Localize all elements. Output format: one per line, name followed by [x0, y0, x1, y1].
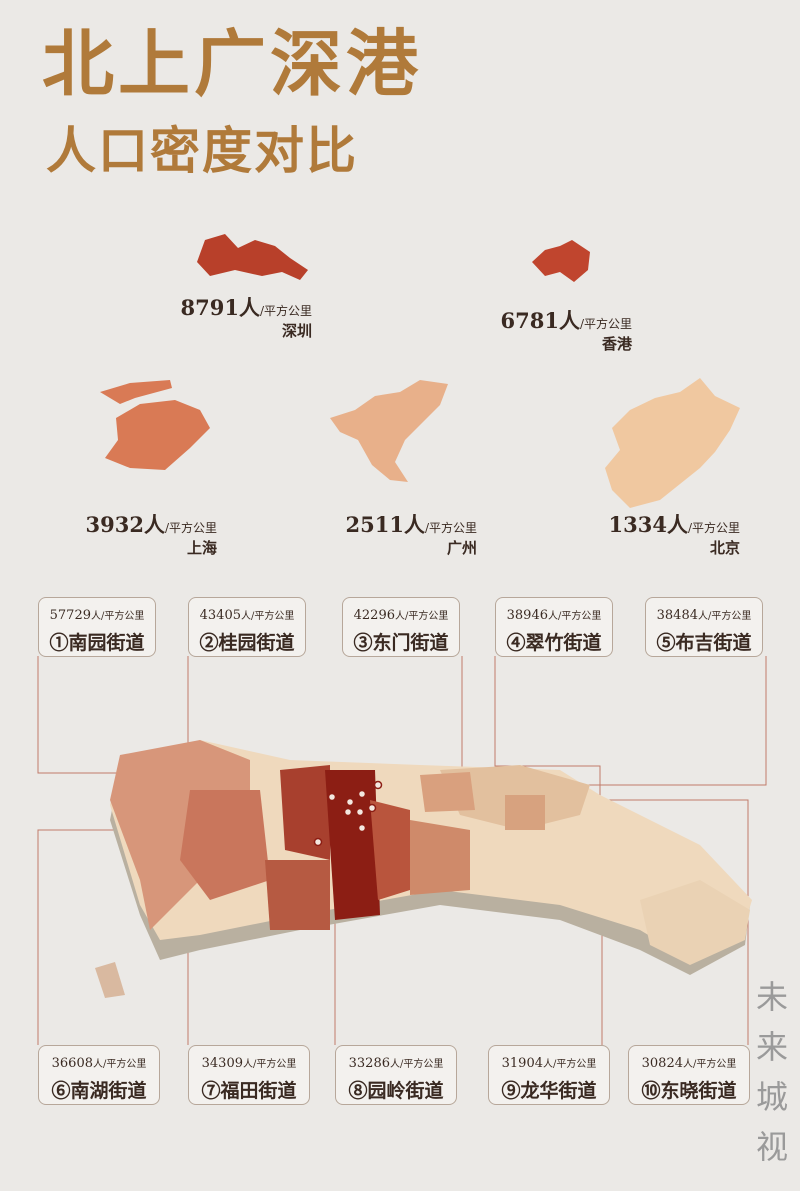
guangzhou-map [330, 380, 448, 482]
street-box-5: 38484人/平方公里 ⑤布吉街道 [645, 597, 763, 657]
street-box-4: 38946人/平方公里 ④翠竹街道 [495, 597, 613, 657]
street-box-9: 31904人/平方公里 ⑨龙华街道 [488, 1045, 610, 1105]
city-label-shenzhen: 8791人/平方公里 深圳 [180, 295, 313, 340]
hongkong-map [532, 240, 590, 282]
city-label-beijing: 1334人/平方公里 北京 [608, 512, 741, 557]
shenzhen-map [197, 234, 308, 280]
street-box-2: 43405人/平方公里 ②桂园街道 [188, 597, 306, 657]
street-box-6: 36608人/平方公里 ⑥南湖街道 [38, 1045, 160, 1105]
street-box-7: 34309人/平方公里 ⑦福田街道 [188, 1045, 310, 1105]
city-label-shanghai: 3932人/平方公里 上海 [85, 512, 218, 557]
street-box-8: 33286人/平方公里 ⑧园岭街道 [335, 1045, 457, 1105]
watermark: 未来城视 [755, 978, 788, 1166]
city-label-guangzhou: 2511人/平方公里 广州 [345, 512, 478, 557]
beijing-map [605, 378, 740, 508]
shanghai-map [100, 380, 210, 470]
city-label-hongkong: 6781人/平方公里 香港 [500, 308, 633, 353]
page-title: 北上广深港 [42, 21, 423, 106]
page-subtitle: 人口密度对比 [46, 121, 358, 180]
shenzhen-district-3d-map [95, 740, 752, 998]
street-box-3: 42296人/平方公里 ③东门街道 [342, 597, 460, 657]
street-box-10: 30824人/平方公里 ⑩东晓街道 [628, 1045, 750, 1105]
street-box-1: 57729人/平方公里 ①南园街道 [38, 597, 156, 657]
